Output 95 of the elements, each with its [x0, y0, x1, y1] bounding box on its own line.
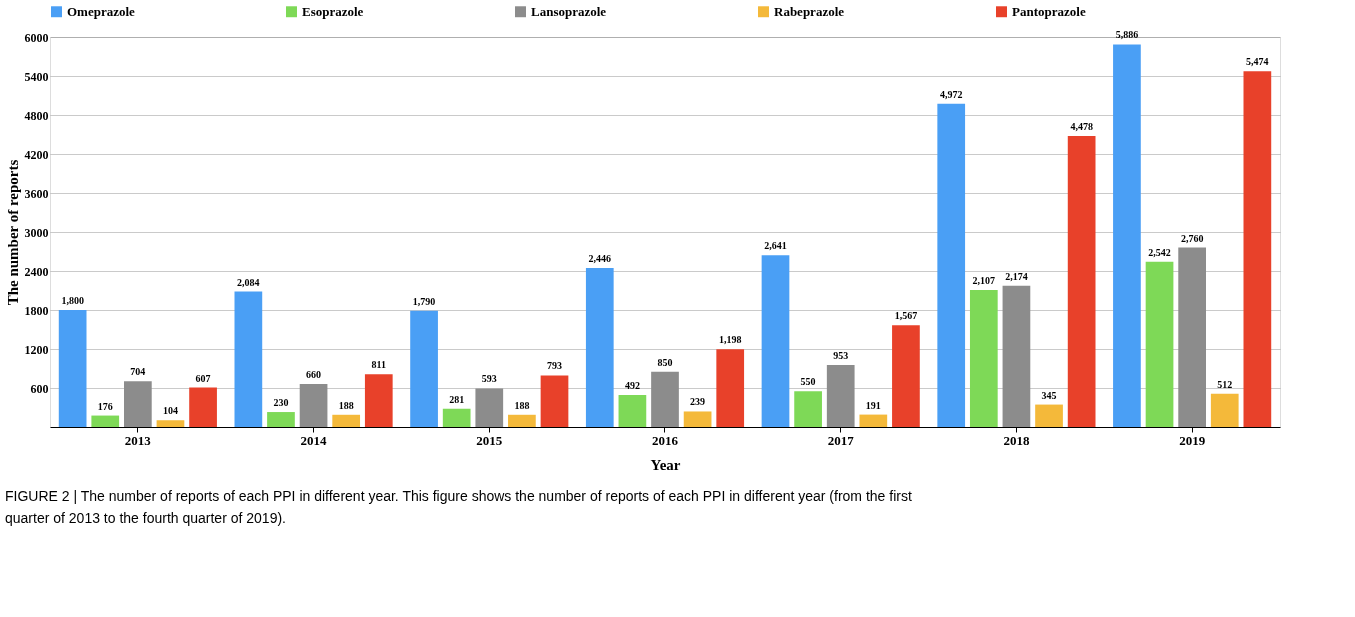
data-label: 660: [306, 369, 322, 381]
data-label: 345: [1041, 389, 1057, 401]
x-tick-label: 2015: [476, 432, 503, 448]
data-label: 4,972: [939, 88, 963, 100]
data-label: 230: [273, 397, 289, 409]
data-label: 2,174: [1005, 270, 1028, 282]
data-label: 191: [865, 399, 881, 411]
bar: [58, 310, 87, 427]
bar: [761, 255, 790, 427]
bar: [1243, 71, 1272, 427]
bar: [156, 420, 185, 427]
data-label: 550: [800, 376, 816, 388]
data-label: 176: [97, 400, 113, 412]
x-axis-title: Year: [650, 456, 681, 473]
y-tick-label: 4800: [24, 108, 49, 123]
data-label: 2,542: [1148, 246, 1171, 258]
bar: [1002, 285, 1031, 427]
data-label: 2,760: [1180, 232, 1204, 244]
y-axis-title: The number of reports: [4, 159, 21, 306]
y-tick-label: 3600: [24, 186, 49, 201]
bar: [1145, 261, 1174, 427]
bar: [1210, 393, 1239, 427]
caption: FIGURE 2 | The number of reports of each PPI in different year. This figure shows the number of reports of each PPI in different year (from the first quarter of 2013 to the fourth quarter of 2019).: [5, 488, 912, 526]
y-tick-label: 5400: [24, 69, 49, 84]
data-label: 5,474: [1246, 56, 1269, 68]
data-label: 5,886: [1115, 29, 1139, 41]
data-label: 1,790: [412, 295, 436, 307]
y-tick-label: 1800: [24, 303, 49, 318]
data-label: 239: [690, 396, 706, 408]
bar: [1067, 135, 1096, 427]
bar: [859, 414, 888, 427]
bar: [1113, 44, 1141, 427]
data-label: 811: [371, 359, 387, 371]
bar: [410, 310, 438, 427]
bar: [892, 325, 920, 427]
legend-label: Lansoprazole: [531, 3, 607, 19]
legend-label: Pantoprazole: [1012, 3, 1086, 19]
bar: [794, 391, 822, 427]
y-tick-label: 2400: [24, 264, 49, 279]
bar: [124, 381, 152, 427]
x-tick-label: 2018: [1003, 432, 1030, 448]
bar: [364, 374, 393, 427]
data-label: 953: [833, 350, 849, 362]
bar: [442, 408, 471, 427]
x-tick-label: 2014: [300, 432, 328, 448]
bar: [969, 290, 998, 427]
data-label: 492: [624, 380, 640, 392]
bar: [1178, 247, 1206, 427]
bar: [267, 412, 295, 427]
bar: [508, 414, 536, 427]
data-label: 104: [162, 405, 178, 417]
bar: [651, 371, 679, 427]
data-label: 2,084: [237, 276, 260, 288]
bar: [332, 414, 361, 427]
y-tick-label: 3000: [24, 225, 49, 240]
legend-label: Rabeprazole: [774, 3, 845, 19]
data-label: 2,107: [972, 275, 996, 287]
data-label: 512: [1217, 378, 1233, 390]
y-tick-label: 600: [30, 381, 49, 396]
y-tick-label: 6000: [24, 30, 49, 45]
data-label: 2,641: [764, 240, 787, 252]
x-tick-label: 2017: [827, 432, 855, 448]
data-label: 1,567: [894, 310, 918, 322]
bar: [716, 349, 745, 427]
y-tick-label: 4200: [24, 147, 49, 162]
bar: [540, 375, 569, 427]
data-label: 607: [195, 372, 211, 384]
bar: [937, 103, 966, 427]
legend-label: Esoprazole: [302, 3, 364, 19]
bar: [475, 388, 504, 427]
data-label: 593: [481, 373, 497, 385]
bar: [585, 268, 614, 427]
bar: [189, 387, 217, 427]
y-tick-label: 1200: [24, 342, 49, 357]
data-label: 704: [130, 366, 146, 378]
data-label: 281: [449, 393, 465, 405]
data-label: 1,800: [61, 295, 84, 306]
data-label: 850: [657, 356, 673, 368]
data-label: 4,478: [1070, 120, 1093, 132]
bar: [683, 411, 712, 427]
data-label: 188: [514, 399, 530, 411]
data-label: 793: [547, 360, 562, 372]
legend-label: Omeprazole: [67, 3, 136, 19]
x-tick-label: 2013: [124, 432, 152, 448]
bar: [91, 415, 120, 427]
bar: [618, 395, 647, 427]
bar: [299, 384, 328, 427]
x-tick-label: 2019: [1179, 432, 1206, 448]
data-label: 2,446: [588, 253, 612, 265]
bar: [1035, 404, 1063, 427]
data-label: 188: [338, 399, 354, 411]
data-label: 1,198: [718, 334, 742, 346]
x-tick-label: 2016: [652, 432, 679, 448]
bar: [234, 291, 263, 427]
bar: [826, 365, 855, 427]
